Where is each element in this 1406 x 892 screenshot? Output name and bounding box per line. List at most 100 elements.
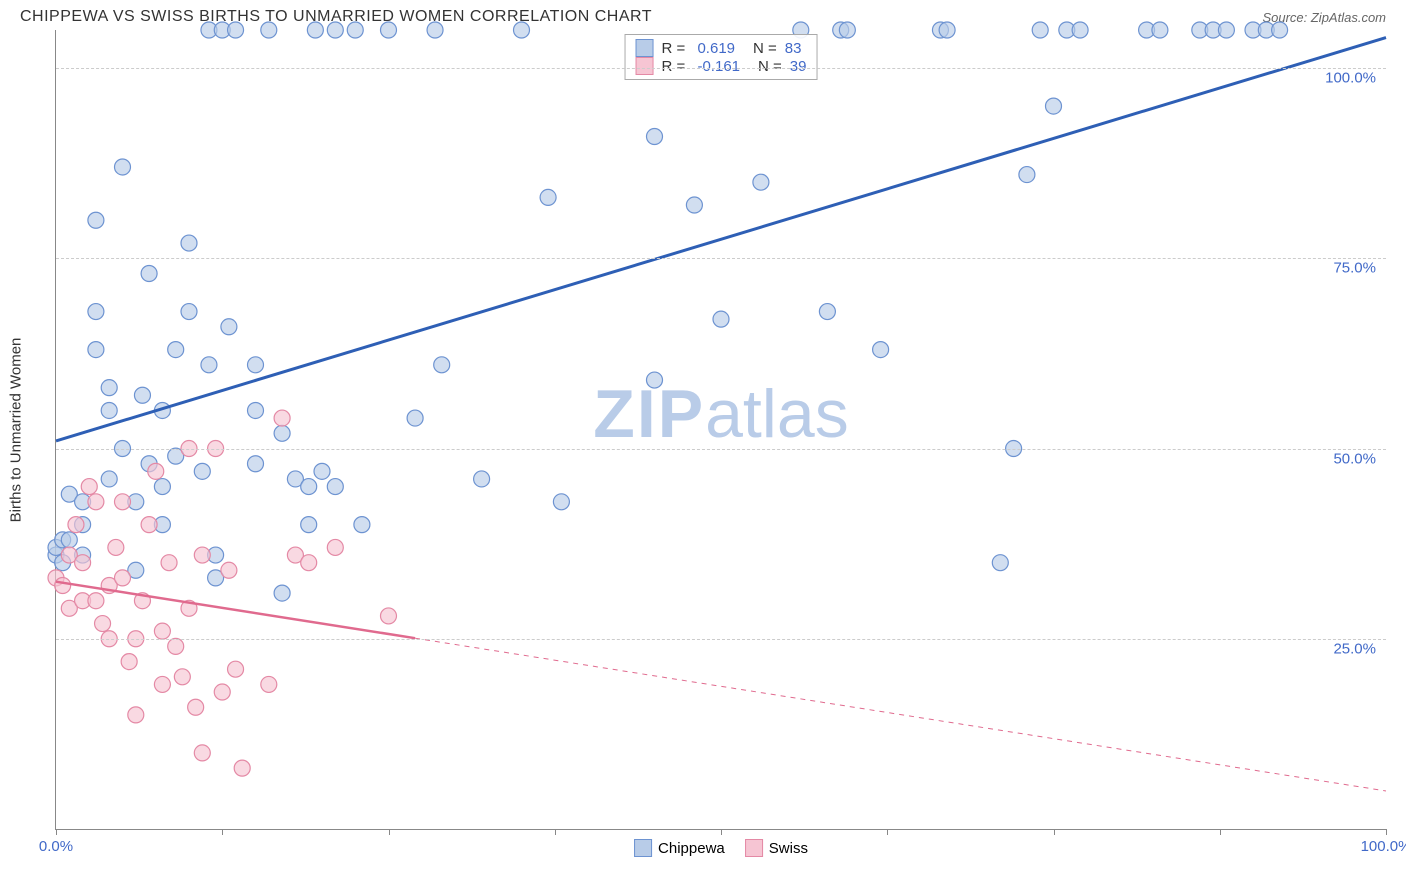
legend-swatch bbox=[745, 839, 763, 857]
data-point bbox=[214, 684, 230, 700]
data-point bbox=[101, 471, 117, 487]
data-point bbox=[514, 22, 530, 38]
data-point bbox=[161, 555, 177, 571]
chart-area: Births to Unmarried Women ZIPatlas R = 0… bbox=[55, 30, 1386, 830]
gridline bbox=[56, 449, 1386, 450]
data-point bbox=[248, 402, 264, 418]
x-tick bbox=[555, 829, 556, 835]
data-point bbox=[134, 387, 150, 403]
data-point bbox=[274, 425, 290, 441]
data-point bbox=[1272, 22, 1288, 38]
data-point bbox=[81, 479, 97, 495]
data-point bbox=[647, 372, 663, 388]
data-point bbox=[819, 304, 835, 320]
data-point bbox=[234, 760, 250, 776]
data-point bbox=[873, 342, 889, 358]
data-point bbox=[307, 22, 323, 38]
legend-n-label: N = bbox=[753, 40, 777, 57]
data-point bbox=[248, 357, 264, 373]
series-legend-item: Swiss bbox=[745, 839, 808, 857]
data-point bbox=[141, 266, 157, 282]
regression-line-dashed bbox=[415, 638, 1386, 791]
data-point bbox=[407, 410, 423, 426]
data-point bbox=[228, 661, 244, 677]
data-point bbox=[88, 304, 104, 320]
y-axis-label: Births to Unmarried Women bbox=[8, 337, 25, 522]
data-point bbox=[939, 22, 955, 38]
data-point bbox=[115, 159, 131, 175]
data-point bbox=[75, 555, 91, 571]
data-point bbox=[228, 22, 244, 38]
gridline bbox=[56, 639, 1386, 640]
y-tick-label: 75.0% bbox=[1333, 260, 1376, 277]
data-point bbox=[148, 463, 164, 479]
data-point bbox=[301, 517, 317, 533]
data-point bbox=[188, 699, 204, 715]
data-point bbox=[194, 547, 210, 563]
data-point bbox=[181, 304, 197, 320]
data-point bbox=[1019, 167, 1035, 183]
data-point bbox=[115, 494, 131, 510]
data-point bbox=[381, 608, 397, 624]
data-point bbox=[327, 539, 343, 555]
data-point bbox=[301, 555, 317, 571]
x-tick bbox=[721, 829, 722, 835]
data-point bbox=[88, 342, 104, 358]
x-tick bbox=[1386, 829, 1387, 835]
data-point bbox=[381, 22, 397, 38]
data-point bbox=[474, 471, 490, 487]
data-point bbox=[168, 638, 184, 654]
series-legend: Chippewa Swiss bbox=[634, 839, 808, 857]
data-point bbox=[327, 22, 343, 38]
data-point bbox=[274, 410, 290, 426]
y-tick-label: 50.0% bbox=[1333, 450, 1376, 467]
regression-line bbox=[56, 582, 415, 639]
x-tick bbox=[887, 829, 888, 835]
x-tick bbox=[1054, 829, 1055, 835]
data-point bbox=[221, 562, 237, 578]
data-point bbox=[154, 623, 170, 639]
legend-r-value: -0.161 bbox=[697, 58, 740, 75]
data-point bbox=[1152, 22, 1168, 38]
data-point bbox=[1072, 22, 1088, 38]
data-point bbox=[261, 22, 277, 38]
data-point bbox=[261, 676, 277, 692]
data-point bbox=[154, 479, 170, 495]
data-point bbox=[174, 669, 190, 685]
legend-r-value: 0.619 bbox=[697, 40, 735, 57]
data-point bbox=[95, 616, 111, 632]
data-point bbox=[248, 456, 264, 472]
data-point bbox=[68, 517, 84, 533]
legend-r-label: R = bbox=[662, 40, 690, 57]
data-point bbox=[88, 494, 104, 510]
series-legend-item: Chippewa bbox=[634, 839, 725, 857]
x-tick bbox=[1220, 829, 1221, 835]
x-tick bbox=[389, 829, 390, 835]
y-tick-label: 100.0% bbox=[1325, 70, 1376, 87]
data-point bbox=[154, 676, 170, 692]
data-point bbox=[55, 577, 71, 593]
data-point bbox=[553, 494, 569, 510]
data-point bbox=[115, 570, 131, 586]
data-point bbox=[88, 593, 104, 609]
scatter-plot-svg bbox=[56, 30, 1386, 829]
data-point bbox=[354, 517, 370, 533]
data-point bbox=[647, 129, 663, 145]
y-tick-label: 25.0% bbox=[1333, 640, 1376, 657]
data-point bbox=[686, 197, 702, 213]
data-point bbox=[221, 319, 237, 335]
data-point bbox=[314, 463, 330, 479]
data-point bbox=[434, 357, 450, 373]
legend-row: R = 0.619 N = 83 bbox=[636, 39, 807, 57]
correlation-legend: R = 0.619 N = 83 R = -0.161 N = 39 bbox=[625, 34, 818, 80]
series-legend-label: Swiss bbox=[769, 840, 808, 857]
data-point bbox=[713, 311, 729, 327]
x-tick-label: 100.0% bbox=[1361, 838, 1406, 855]
legend-n-value: 39 bbox=[790, 58, 807, 75]
legend-r-label: R = bbox=[662, 58, 690, 75]
legend-swatch bbox=[636, 57, 654, 75]
data-point bbox=[108, 539, 124, 555]
data-point bbox=[427, 22, 443, 38]
data-point bbox=[121, 654, 137, 670]
x-tick-label: 0.0% bbox=[39, 838, 73, 855]
